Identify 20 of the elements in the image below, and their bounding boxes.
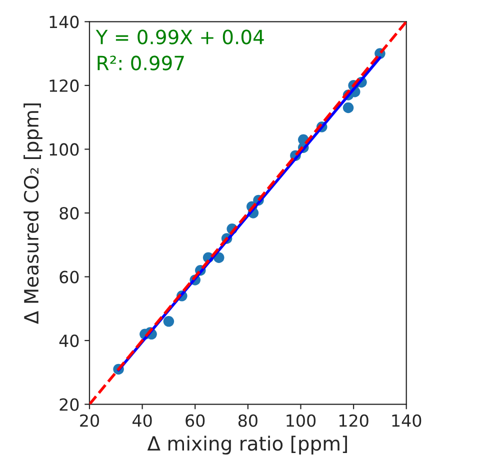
point <box>342 102 354 114</box>
x-tick-label: 100 <box>286 414 316 427</box>
y-tick-label: 140 <box>50 16 79 28</box>
x-tick-label: 120 <box>339 414 368 427</box>
x-tick-label: 80 <box>238 414 258 427</box>
y-axis-title: Δ Measured CO₂ [ppm] <box>24 104 42 324</box>
point <box>163 316 174 327</box>
y-tick-label: 100 <box>50 143 79 156</box>
annotation: Y = 0.99X + 0.04 <box>96 30 264 44</box>
y-tick-label: 120 <box>50 79 79 92</box>
x-tick-label: 140 <box>392 414 422 427</box>
x-axis-title: Δ mixing ratio [ppm] <box>147 436 347 455</box>
y-tick-label: 60 <box>60 270 79 284</box>
y-tick-label: 20 <box>60 398 79 411</box>
x-tick-label: 40 <box>132 414 152 427</box>
y-tick-label: 80 <box>60 206 79 220</box>
annotation: R²: 0.997 <box>98 56 184 70</box>
y-tick-label: 40 <box>59 334 79 348</box>
x-tick-label: 20 <box>80 414 99 427</box>
x-tick-label: 60 <box>186 414 205 427</box>
